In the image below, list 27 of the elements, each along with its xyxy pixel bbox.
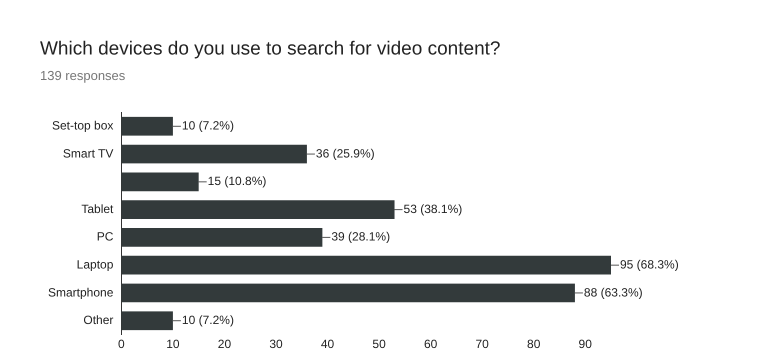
x-tick-label: 10 xyxy=(166,337,180,352)
chart-title: Which devices do you use to search for video content? xyxy=(40,38,500,60)
x-tick-label: 60 xyxy=(424,337,438,352)
x-tick-label: 70 xyxy=(475,337,490,352)
y-tick-label: Set-top box xyxy=(52,118,114,133)
y-tick-label: Other xyxy=(83,313,114,328)
data-label: 39 (28.1%) xyxy=(331,230,390,244)
x-tick-label: 0 xyxy=(118,337,126,352)
x-tick-label: 30 xyxy=(269,337,283,352)
y-tick-label: PC xyxy=(96,230,114,244)
y-tick-label: Tablet xyxy=(81,202,114,216)
y-tick-label: Smartphone xyxy=(48,285,114,300)
data-label: 88 (63.3%) xyxy=(584,285,643,300)
x-tick-label: 80 xyxy=(527,337,541,352)
data-label: 53 (38.1%) xyxy=(404,202,462,216)
data-label: 36 (25.9%) xyxy=(316,146,375,160)
x-tick-label: 20 xyxy=(218,337,232,352)
data-label: 95 (68.3%) xyxy=(620,257,679,272)
chart-subtitle: 139 responses xyxy=(40,68,126,84)
data-label: 15 (10.8%) xyxy=(208,174,266,188)
x-tick-label: 90 xyxy=(578,337,592,352)
x-tick-label: 40 xyxy=(320,337,335,352)
x-tick-label: 50 xyxy=(372,337,386,352)
y-tick-label: Laptop xyxy=(76,257,114,272)
y-tick-label: Smart TV xyxy=(62,146,114,160)
data-label: 10 (7.2%) xyxy=(182,313,234,328)
data-label: 10 (7.2%) xyxy=(182,118,234,133)
